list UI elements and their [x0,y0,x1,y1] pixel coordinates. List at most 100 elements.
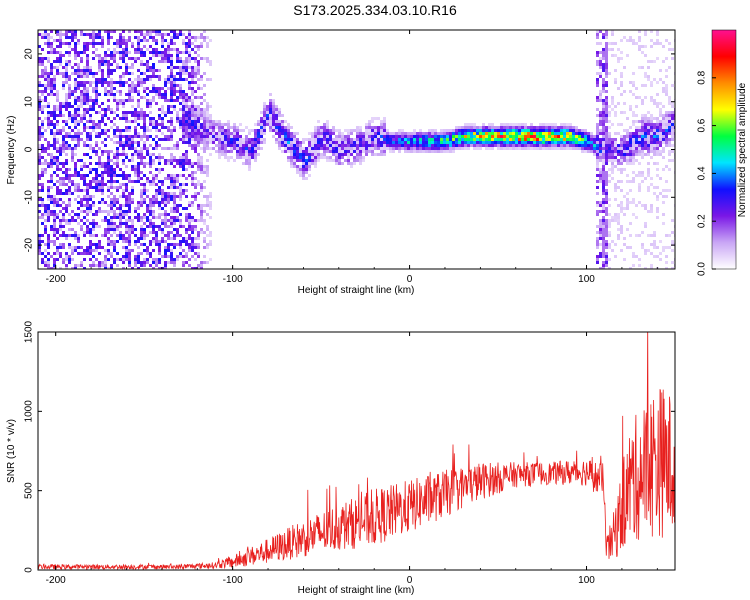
spectrogram-cell [611,159,614,162]
spectrogram-cell [110,84,113,87]
spectrogram-cell [146,78,149,81]
spectrogram-cell [419,138,422,141]
spectrogram-cell [101,72,104,75]
spectrogram-cell [59,132,62,135]
spectrogram-cell [308,162,311,165]
spectrogram-cell [119,195,122,198]
spectrogram-cell [104,261,107,264]
spectrogram-cell [122,72,125,75]
spectrogram-cell [602,261,605,264]
spectrogram-cell [635,216,638,219]
spectrogram-cell [104,111,107,114]
spectrogram-cell [41,63,44,66]
spectrogram-cell [197,156,200,159]
spectrogram-cell [59,105,62,108]
spectrogram-cell [110,69,113,72]
spectrogram-cell [71,192,74,195]
spectrogram-cell [146,249,149,252]
spectrogram-cell [182,93,185,96]
spectrogram-cell [80,132,83,135]
spectrogram-cell [377,138,380,141]
spectrogram-cell [47,267,50,269]
spectrogram-cell [671,138,674,141]
spectrogram-cell [98,189,101,192]
spectrogram-cell [389,147,392,150]
spectrogram-cell [134,90,137,93]
spectrogram-cell [89,66,92,69]
spectrogram-cell [149,135,152,138]
spectrogram-cell [335,147,338,150]
spectrogram-cell [272,102,275,105]
spectrogram-cell [125,231,128,234]
spectrogram-cell [122,261,125,264]
spectrogram-cell [164,246,167,249]
spectrogram-cell [107,66,110,69]
spectrogram-cell [521,126,524,129]
spectrogram-cell [317,129,320,132]
spectrogram-cell [173,147,176,150]
spectrogram-cell [116,99,119,102]
spectrogram-cell [215,126,218,129]
spectrogram-cell [248,150,251,153]
y-tick-label: 0 [24,146,35,152]
spectrogram-cell [41,144,44,147]
spectrogram-cell [173,258,176,261]
spectrogram-cell [566,147,569,150]
spectrogram-cell [134,87,137,90]
spectrogram-cell [188,201,191,204]
spectrogram-cell [629,153,632,156]
spectrogram-cell [50,63,53,66]
spectrogram-cell [449,144,452,147]
spectrogram-cell [143,201,146,204]
spectrogram-cell [95,234,98,237]
spectrogram-cell [68,144,71,147]
spectrogram-cell [548,147,551,150]
spectrogram-cell [74,234,77,237]
spectrogram-cell [653,150,656,153]
spectrogram-cell [647,249,650,252]
spectrogram-cell [656,141,659,144]
spectrogram-cell [56,168,59,171]
spectrogram-cell [419,132,422,135]
spectrogram-cell [158,30,161,33]
spectrogram-cell [284,129,287,132]
spectrogram-cell [359,126,362,129]
spectrogram-cell [614,105,617,108]
spectrogram-cell [83,42,86,45]
spectrogram-cell [320,147,323,150]
spectrogram-cell [185,102,188,105]
spectrogram-cell [128,219,131,222]
spectrogram-cell [77,51,80,54]
spectrogram-cell [170,36,173,39]
spectrogram-cell [614,78,617,81]
spectrogram-cell [185,48,188,51]
spectrogram-cell [608,258,611,261]
spectrogram-cell [161,117,164,120]
spectrogram-cell [152,198,155,201]
spectrogram-cell [50,174,53,177]
spectrogram-cell [152,174,155,177]
spectrogram-cell [182,153,185,156]
spectrogram-cell [284,141,287,144]
spectrogram-cell [161,120,164,123]
spectrogram-cell [629,36,632,39]
spectrogram-cell [170,84,173,87]
spectrogram-cell [554,126,557,129]
spectrogram-cell [383,123,386,126]
spectrogram-cell [197,237,200,240]
spectrogram-cell [230,141,233,144]
spectrogram-cell [512,123,515,126]
spectrogram-cell [500,135,503,138]
spectrogram-cell [83,195,86,198]
spectrogram-cell [173,237,176,240]
spectrogram-cell [533,132,536,135]
spectrogram-cell [404,150,407,153]
spectrogram-cell [167,51,170,54]
spectrogram-cell [200,156,203,159]
spectrogram-cell [182,69,185,72]
spectrogram-cell [425,132,428,135]
spectrogram-cell [185,228,188,231]
spectrogram-cell [56,201,59,204]
spectrogram-cell [599,90,602,93]
spectrogram-cell [164,201,167,204]
